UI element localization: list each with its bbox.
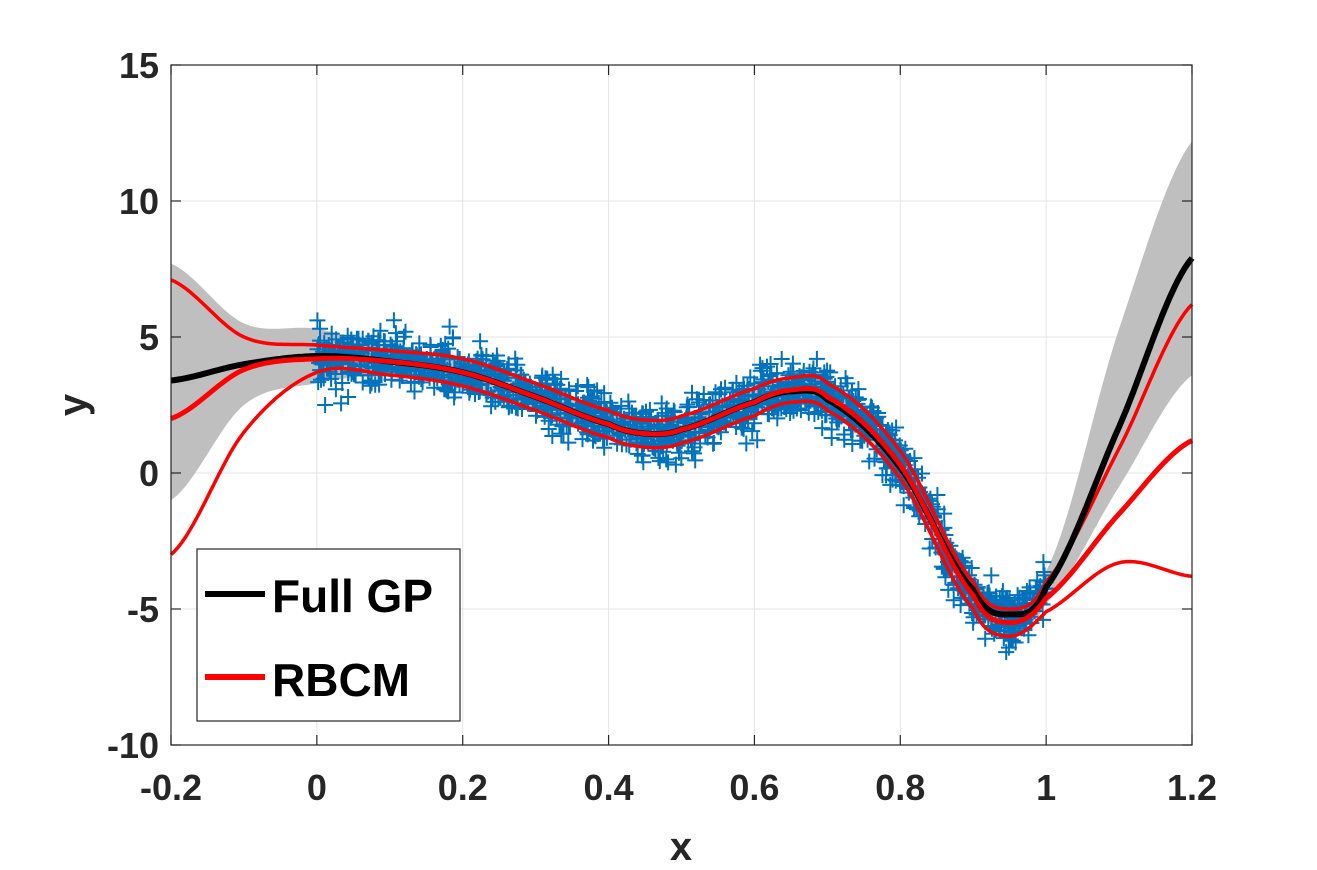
legend-box xyxy=(196,548,461,722)
x-tick-label: 0.4 xyxy=(584,767,634,808)
x-axis-label: x xyxy=(670,825,692,869)
x-tick-label: 0 xyxy=(307,767,327,808)
axis-ticks: -0.2 0 0.2 0.4 0.6 0.8 1 1.2 -10 -5 0 5 10 15 xyxy=(107,45,1217,808)
rbcm-mean-line xyxy=(170,355,1194,626)
legend: Full GP RBCM xyxy=(196,548,461,722)
rbcm-upper-line xyxy=(170,278,1194,611)
x-tick-label: 0.8 xyxy=(875,767,925,808)
axes-box xyxy=(170,64,1193,746)
y-tick-label: 10 xyxy=(119,181,159,222)
y-tick-label: -10 xyxy=(107,725,159,766)
y-tick-label: 15 xyxy=(119,45,159,86)
y-tick-label: 0 xyxy=(139,453,159,494)
y-tick-label: 5 xyxy=(139,317,159,358)
y-axis-label: y xyxy=(51,393,95,416)
series-lines xyxy=(169,256,1195,638)
x-tick-label: 1 xyxy=(1036,767,1056,808)
x-tick-label: 0.6 xyxy=(729,767,779,808)
x-tick-label: 1.2 xyxy=(1167,767,1217,808)
y-tick-label: -5 xyxy=(127,589,159,630)
rbcm-lower-line xyxy=(169,366,1193,638)
x-tick-label: 0.2 xyxy=(438,767,488,808)
x-tick-label: -0.2 xyxy=(140,767,202,808)
legend-label-rbcm: RBCM xyxy=(272,654,410,706)
legend-label-full-gp: Full GP xyxy=(272,570,433,622)
